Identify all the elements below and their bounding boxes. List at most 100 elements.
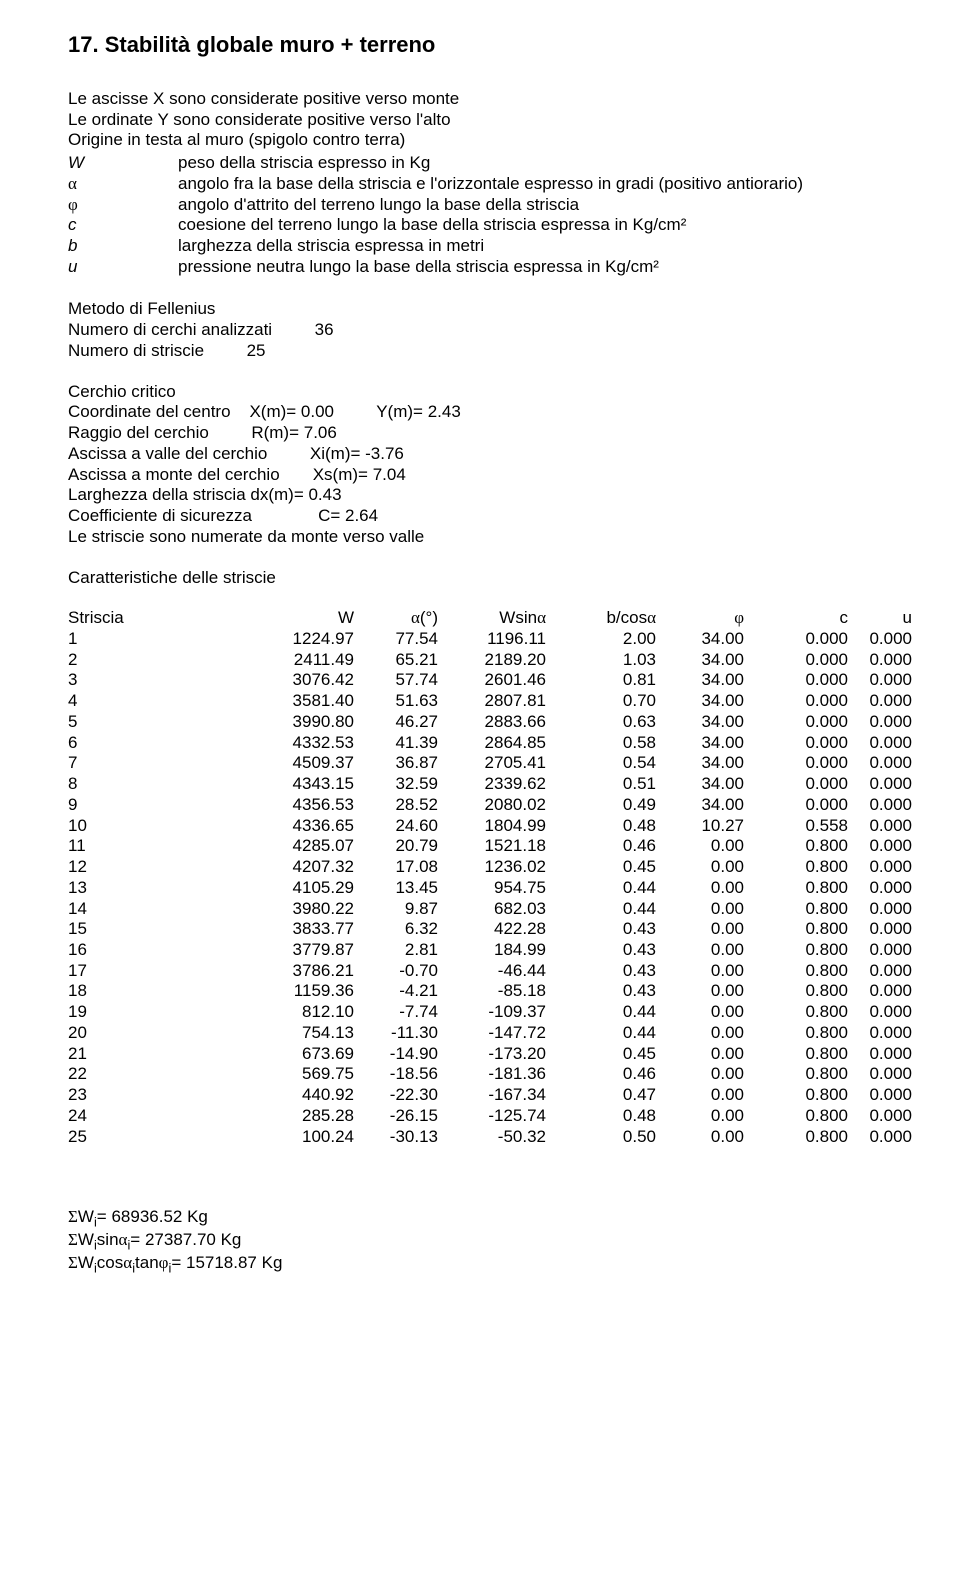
- value: Xi(m)= -3.76: [310, 444, 404, 463]
- definition-symbol: W: [68, 153, 178, 174]
- table-row: 181159.36-4.21-85.180.430.000.8000.000: [68, 981, 920, 1002]
- table-cell: 4509.37: [242, 753, 366, 774]
- table-cell: 1196.11: [438, 629, 556, 650]
- table-row: 124207.3217.081236.020.450.000.8000.000: [68, 857, 920, 878]
- col-header: Striscia: [68, 608, 242, 629]
- definition-symbol: α: [68, 174, 178, 195]
- table-cell: 15: [68, 919, 242, 940]
- table-cell: -7.74: [366, 1002, 438, 1023]
- table-row: 153833.776.32422.280.430.000.8000.000: [68, 919, 920, 940]
- table-cell: 22: [68, 1064, 242, 1085]
- table-cell: 0.000: [752, 650, 848, 671]
- table-cell: 10: [68, 816, 242, 837]
- table-cell: 0.00: [656, 1002, 752, 1023]
- table-cell: 0.54: [556, 753, 656, 774]
- table-cell: 65.21: [366, 650, 438, 671]
- table-cell: 422.28: [438, 919, 556, 940]
- table-cell: 10.27: [656, 816, 752, 837]
- circle-numbered: Le striscie sono numerate da monte verso…: [68, 527, 920, 548]
- table-cell: 11: [68, 836, 242, 857]
- table-cell: 0.44: [556, 878, 656, 899]
- table-row: 104336.6524.601804.990.4810.270.5580.000: [68, 816, 920, 837]
- table-cell: 0.58: [556, 733, 656, 754]
- table-cell: -18.56: [366, 1064, 438, 1085]
- table-cell: 21: [68, 1044, 242, 1065]
- table-cell: 0.000: [848, 857, 920, 878]
- table-cell: 754.13: [242, 1023, 366, 1044]
- table-cell: 34.00: [656, 753, 752, 774]
- table-cell: 0.43: [556, 919, 656, 940]
- table-cell: 0.800: [752, 919, 848, 940]
- value: Xs(m)= 7.04: [313, 465, 406, 484]
- table-row: 21673.69-14.90-173.200.450.000.8000.000: [68, 1044, 920, 1065]
- table-cell: 0.43: [556, 961, 656, 982]
- table-cell: 51.63: [366, 691, 438, 712]
- table-cell: 2: [68, 650, 242, 671]
- table-cell: 2339.62: [438, 774, 556, 795]
- col-header: b/cosα: [556, 608, 656, 629]
- sums-block: ΣWi= 68936.52 Kg ΣWisinαi= 27387.70 Kg Σ…: [68, 1207, 920, 1276]
- table-cell: 0.000: [848, 899, 920, 920]
- table-row: 143980.229.87682.030.440.000.8000.000: [68, 899, 920, 920]
- label: Raggio del cerchio: [68, 423, 209, 442]
- table-cell: 0.558: [752, 816, 848, 837]
- definition-text: angolo fra la base della striscia e l'or…: [178, 174, 920, 195]
- table-cell: 0.44: [556, 899, 656, 920]
- table-cell: 100.24: [242, 1127, 366, 1148]
- table-cell: 0.000: [848, 878, 920, 899]
- table-cell: 0.000: [848, 1106, 920, 1127]
- table-cell: 0.49: [556, 795, 656, 816]
- table-row: 11224.9777.541196.112.0034.000.0000.000: [68, 629, 920, 650]
- table-cell: 14: [68, 899, 242, 920]
- table-row: 84343.1532.592339.620.5134.000.0000.000: [68, 774, 920, 795]
- table-cell: 0.800: [752, 1002, 848, 1023]
- table-cell: 0.48: [556, 816, 656, 837]
- table-cell: 0.00: [656, 1106, 752, 1127]
- table-cell: 0.00: [656, 1044, 752, 1065]
- method-name: Metodo di Fellenius: [68, 299, 920, 320]
- table-cell: -22.30: [366, 1085, 438, 1106]
- col-header: φ: [656, 608, 752, 629]
- table-cell: 1.03: [556, 650, 656, 671]
- definition-symbol: u: [68, 257, 178, 278]
- table-cell: 1521.18: [438, 836, 556, 857]
- value: X(m)= 0.00: [249, 402, 334, 421]
- table-cell: 4: [68, 691, 242, 712]
- definition-row: φangolo d'attrito del terreno lungo la b…: [68, 195, 920, 216]
- definition-symbol: b: [68, 236, 178, 257]
- table-cell: 19: [68, 1002, 242, 1023]
- definition-text: angolo d'attrito del terreno lungo la ba…: [178, 195, 920, 216]
- table-cell: -125.74: [438, 1106, 556, 1127]
- table-cell: 0.000: [848, 981, 920, 1002]
- table-cell: 285.28: [242, 1106, 366, 1127]
- table-cell: 0.43: [556, 981, 656, 1002]
- table-cell: 2883.66: [438, 712, 556, 733]
- table-cell: 2.00: [556, 629, 656, 650]
- definition-text: coesione del terreno lungo la base della…: [178, 215, 920, 236]
- table-row: 74509.3736.872705.410.5434.000.0000.000: [68, 753, 920, 774]
- table-cell: 0.46: [556, 1064, 656, 1085]
- table-cell: 4332.53: [242, 733, 366, 754]
- table-cell: 4207.32: [242, 857, 366, 878]
- table-cell: 0.00: [656, 1127, 752, 1148]
- table-cell: 0.000: [848, 712, 920, 733]
- table-cell: 0.000: [848, 733, 920, 754]
- table-cell: 1804.99: [438, 816, 556, 837]
- table-cell: 13: [68, 878, 242, 899]
- table-cell: 2807.81: [438, 691, 556, 712]
- table-cell: 0.00: [656, 1085, 752, 1106]
- table-cell: 0.000: [848, 1023, 920, 1044]
- table-cell: -30.13: [366, 1127, 438, 1148]
- table-cell: 569.75: [242, 1064, 366, 1085]
- method-strips: Numero di striscie 25: [68, 341, 920, 362]
- sum-wcosatanphi: ΣWicosαitanφi= 15718.87 Kg: [68, 1253, 920, 1276]
- table-cell: -147.72: [438, 1023, 556, 1044]
- table-cell: 3: [68, 670, 242, 691]
- table-cell: -26.15: [366, 1106, 438, 1127]
- table-cell: 0.000: [848, 836, 920, 857]
- table-cell: 2.81: [366, 940, 438, 961]
- table-cell: -11.30: [366, 1023, 438, 1044]
- table-cell: -14.90: [366, 1044, 438, 1065]
- table-cell: 0.000: [848, 691, 920, 712]
- table-row: 24285.28-26.15-125.740.480.000.8000.000: [68, 1106, 920, 1127]
